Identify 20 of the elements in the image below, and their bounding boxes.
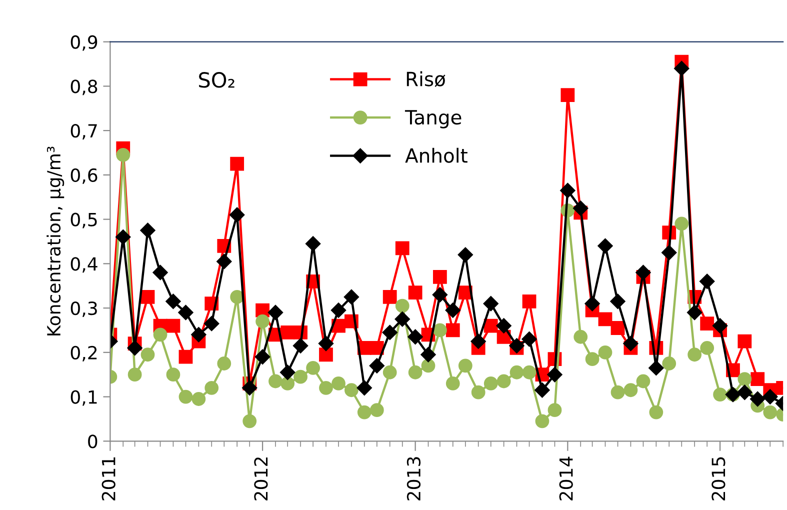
- annotation: SO₂: [199, 72, 234, 88]
- legend-label: Risø: [406, 71, 446, 87]
- y-tick-label: 0,2: [70, 346, 97, 362]
- x-tick-label: 2012: [254, 458, 268, 500]
- y-tick-label: 0,4: [70, 257, 98, 273]
- y-tick-label: 0,6: [70, 168, 98, 184]
- y-tick-label: 0,1: [70, 390, 97, 406]
- legend-label: Anholt: [405, 148, 468, 163]
- x-tick-label: 2011: [102, 457, 116, 500]
- x-tick-label: 2015: [712, 457, 726, 500]
- x-tick-label: 2013: [406, 457, 421, 500]
- y-axis-title: Koncentration, µg/m³: [46, 146, 64, 336]
- y-tick-label: 0,7: [70, 124, 97, 140]
- y-tick-label: 0,8: [70, 80, 98, 96]
- y-tick-label: 0,9: [70, 35, 98, 51]
- y-tick-label: 0: [88, 434, 98, 448]
- y-tick-label: 0,5: [70, 212, 97, 228]
- x-tick-label: 2014: [559, 456, 573, 500]
- legend-label: Tange: [404, 110, 462, 128]
- y-tick-label: 0,3: [70, 302, 97, 317]
